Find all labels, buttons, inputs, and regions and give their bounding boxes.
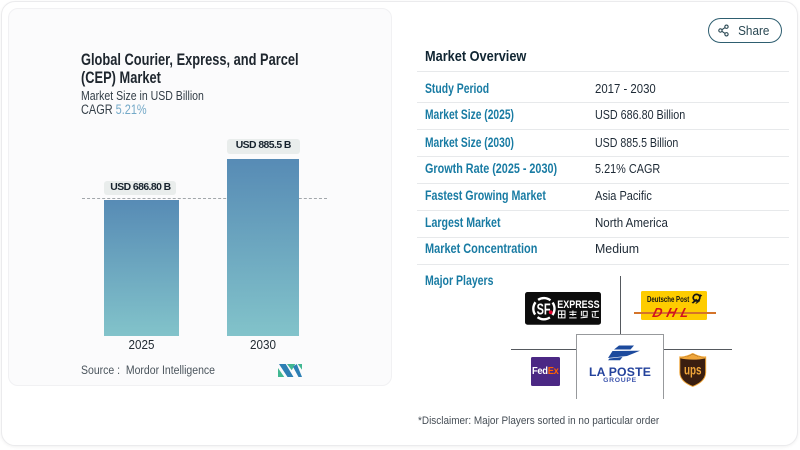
svg-text:ups: ups (684, 362, 702, 377)
svg-text:EXPRESS: EXPRESS (557, 299, 600, 311)
svg-text:SF: SF (536, 302, 550, 319)
